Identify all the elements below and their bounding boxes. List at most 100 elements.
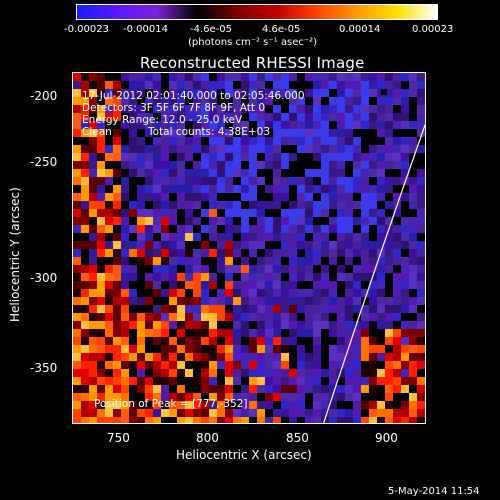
- image-pixel: [177, 273, 185, 281]
- image-pixel: [273, 417, 281, 423]
- image-pixel: [89, 121, 97, 129]
- image-pixel: [257, 113, 265, 121]
- image-pixel: [113, 257, 121, 265]
- image-pixel: [241, 169, 249, 177]
- image-pixel: [137, 257, 145, 265]
- image-pixel: [153, 377, 161, 385]
- image-pixel: [289, 161, 297, 169]
- image-pixel: [193, 377, 201, 385]
- image-pixel: [305, 161, 313, 169]
- image-pixel: [193, 289, 201, 297]
- image-pixel: [289, 273, 297, 281]
- image-pixel: [257, 313, 265, 321]
- image-pixel: [313, 233, 321, 241]
- image-pixel: [169, 193, 177, 201]
- image-pixel: [417, 377, 425, 385]
- image-pixel: [233, 377, 241, 385]
- image-pixel: [249, 401, 257, 409]
- image-pixel: [353, 193, 361, 201]
- image-pixel: [137, 161, 145, 169]
- image-pixel: [281, 209, 289, 217]
- image-pixel: [217, 145, 225, 153]
- image-pixel: [369, 249, 377, 257]
- image-pixel: [393, 145, 401, 153]
- image-pixel: [321, 377, 329, 385]
- image-pixel: [113, 353, 121, 361]
- image-pixel: [249, 361, 257, 369]
- image-pixel: [153, 97, 161, 105]
- image-pixel: [329, 113, 337, 121]
- image-pixel: [193, 297, 201, 305]
- image-pixel: [145, 121, 153, 129]
- image-pixel: [73, 377, 81, 385]
- image-pixel: [289, 225, 297, 233]
- image-pixel: [377, 297, 385, 305]
- image-pixel: [281, 113, 289, 121]
- image-pixel: [345, 105, 353, 113]
- image-pixel: [273, 185, 281, 193]
- image-pixel: [169, 289, 177, 297]
- image-pixel: [417, 329, 425, 337]
- image-pixel: [281, 417, 289, 423]
- image-pixel: [73, 89, 81, 97]
- image-pixel: [233, 353, 241, 361]
- image-pixel: [409, 233, 417, 241]
- image-pixel: [81, 153, 89, 161]
- image-pixel: [161, 185, 169, 193]
- image-pixel: [369, 385, 377, 393]
- image-pixel: [97, 209, 105, 217]
- image-pixel: [273, 217, 281, 225]
- image-pixel: [113, 177, 121, 185]
- image-pixel: [401, 377, 409, 385]
- image-pixel: [337, 153, 345, 161]
- image-pixel: [121, 273, 129, 281]
- image-pixel: [273, 129, 281, 137]
- image-pixel: [137, 249, 145, 257]
- image-pixel: [353, 297, 361, 305]
- image-pixel: [193, 113, 201, 121]
- image-pixel: [169, 169, 177, 177]
- image-pixel: [217, 97, 225, 105]
- image-pixel: [353, 177, 361, 185]
- image-pixel: [121, 225, 129, 233]
- image-pixel: [193, 249, 201, 257]
- image-pixel: [97, 385, 105, 393]
- image-pixel: [385, 313, 393, 321]
- image-pixel: [353, 113, 361, 121]
- image-pixel: [401, 209, 409, 217]
- image-pixel: [249, 225, 257, 233]
- image-pixel: [209, 353, 217, 361]
- image-pixel: [97, 257, 105, 265]
- image-pixel: [249, 305, 257, 313]
- image-pixel: [385, 233, 393, 241]
- y-tick-label: -350: [30, 361, 58, 375]
- image-pixel: [121, 129, 129, 137]
- image-pixel: [161, 281, 169, 289]
- image-pixel: [177, 137, 185, 145]
- image-pixel: [153, 233, 161, 241]
- image-pixel: [361, 209, 369, 217]
- image-pixel: [369, 169, 377, 177]
- image-pixel: [401, 337, 409, 345]
- image-pixel: [121, 329, 129, 337]
- image-pixel: [297, 361, 305, 369]
- image-pixel: [265, 265, 273, 273]
- image-pixel: [177, 225, 185, 233]
- image-pixel: [225, 297, 233, 305]
- image-pixel: [201, 369, 209, 377]
- image-pixel: [353, 369, 361, 377]
- image-pixel: [161, 337, 169, 345]
- image-pixel: [305, 337, 313, 345]
- image-pixel: [265, 209, 273, 217]
- image-pixel: [297, 369, 305, 377]
- image-pixel: [233, 169, 241, 177]
- image-pixel: [161, 369, 169, 377]
- image-pixel: [81, 81, 89, 89]
- image-pixel: [337, 185, 345, 193]
- image-pixel: [289, 121, 297, 129]
- image-pixel: [401, 185, 409, 193]
- image-pixel: [209, 169, 217, 177]
- image-pixel: [321, 105, 329, 113]
- image-pixel: [409, 145, 417, 153]
- image-pixel: [233, 361, 241, 369]
